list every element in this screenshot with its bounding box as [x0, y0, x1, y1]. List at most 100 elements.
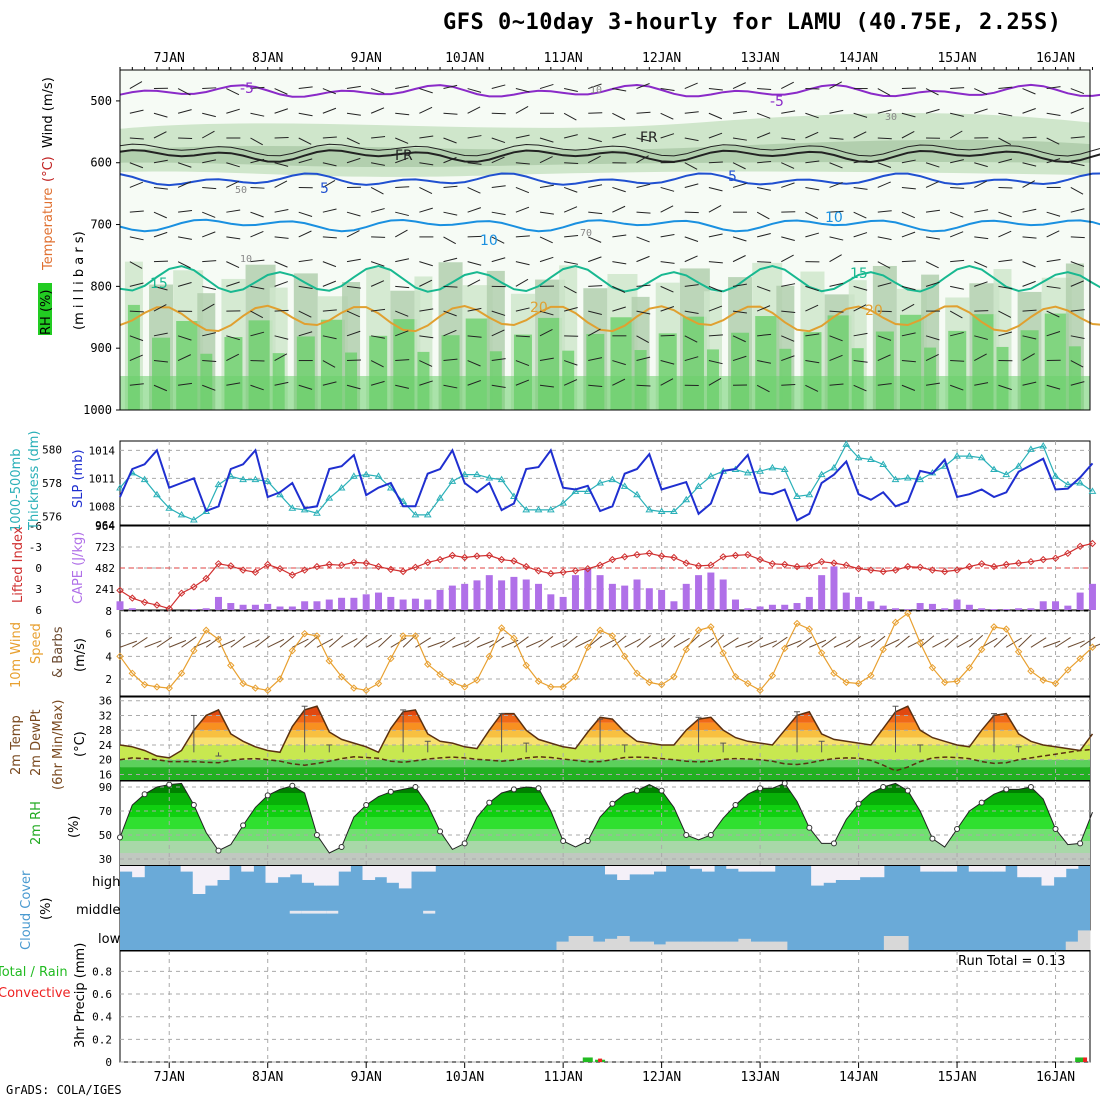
top-date-label: 10JAN	[445, 51, 484, 66]
wind-barb	[853, 232, 868, 238]
bottom-date-axis: 7JAN 8JAN 9JAN 10JAN 11JAN 12JAN 13JAN 14JAN 15J…	[154, 1062, 1075, 1085]
wind-barb	[443, 285, 458, 288]
thickness-point	[879, 460, 888, 468]
precip-total-bar	[582, 1057, 593, 1062]
rh2m-label: 2m RH	[29, 801, 44, 845]
wind-barb	[419, 106, 433, 114]
cloud-cover-panel	[120, 866, 1091, 950]
rh-band	[120, 817, 1090, 829]
wind-speed-point	[633, 669, 641, 678]
wind-barb	[564, 88, 578, 92]
precip-tick-label: 0.2	[92, 1033, 112, 1046]
wind-barb	[298, 211, 313, 217]
isotherm-10	[119, 218, 1100, 233]
wind-barb	[901, 130, 915, 139]
wind-barb	[588, 310, 602, 315]
wind-tick-label: 2	[105, 673, 112, 686]
wind-speed-point	[116, 652, 124, 661]
thickness-point	[793, 492, 801, 499]
wind-speed-point	[522, 661, 530, 670]
wind10-unit: (m/s)	[73, 638, 88, 672]
wind-barb	[226, 236, 241, 240]
wind-barb	[129, 162, 144, 169]
wind-speed-point	[411, 632, 420, 640]
wind-barb	[563, 285, 577, 294]
lifted-index-point	[781, 560, 789, 569]
wind-barb	[588, 137, 602, 143]
wind-barb	[443, 236, 456, 245]
cloud-middle-label: middle	[76, 903, 120, 918]
top-date-label: 16JAN	[1036, 51, 1075, 66]
thickness-point	[596, 479, 604, 486]
wind-barb	[274, 381, 289, 386]
cape-bar	[781, 604, 789, 610]
rh-point	[732, 802, 739, 808]
wind-barb	[346, 230, 360, 238]
wind-10m-barb	[624, 638, 641, 648]
cape-bar	[1015, 608, 1023, 610]
thickness-point	[657, 507, 666, 515]
rh-point	[1027, 784, 1034, 790]
wind-barb	[274, 353, 288, 361]
wind-barb	[395, 258, 410, 263]
cape-bar	[498, 580, 506, 610]
wind-barb	[395, 157, 409, 164]
lifted-index-point	[1064, 549, 1072, 558]
wind-10m-barb	[476, 640, 494, 648]
wind-barb	[612, 205, 626, 213]
wind-barb	[757, 161, 772, 164]
rh-point	[929, 835, 936, 842]
wind-barb	[1070, 261, 1085, 267]
wind-barb	[322, 162, 337, 167]
wind-10m-barb	[562, 635, 578, 648]
wind-barb	[757, 333, 772, 337]
thickness-point	[571, 487, 580, 494]
cloud-high-clear	[192, 866, 206, 894]
rh-point	[510, 786, 517, 793]
wind-10m-barb	[452, 640, 470, 648]
wind-barb	[153, 285, 168, 291]
lifted-index-point	[239, 566, 247, 574]
cloud-high-clear	[374, 866, 388, 878]
wind-speed-point	[842, 678, 850, 687]
wind-barb	[491, 236, 505, 244]
rh-point	[461, 840, 468, 847]
slp-line	[119, 448, 1094, 522]
precip-convective-bar	[1083, 1057, 1088, 1062]
wind-barb	[202, 360, 217, 363]
top-date-axis: 7JAN 8JAN 9JAN 10JAN 11JAN 12JAN 13JAN 14JAN 15J…	[119, 51, 1093, 70]
lifted-index-point	[1051, 554, 1060, 562]
wind-10m-barb	[956, 638, 974, 648]
wind-barb	[539, 384, 554, 388]
wind-speed-point	[584, 643, 592, 651]
lifted-index-point	[1014, 559, 1023, 567]
wind-barb	[419, 335, 434, 339]
wind-barb	[515, 379, 530, 386]
wind-barb	[612, 112, 626, 121]
wind-speed-point	[460, 683, 469, 691]
lifted-index-point	[645, 549, 654, 558]
lifted-index-point	[214, 560, 223, 568]
wind-10m-barb	[464, 636, 480, 648]
thickness-point	[177, 510, 186, 518]
wind-barb	[925, 335, 940, 341]
wind-barb	[660, 306, 675, 312]
cape-bar	[227, 603, 235, 610]
wind-barb	[515, 335, 530, 338]
wind-barb	[491, 310, 506, 316]
wind-speed-point	[1039, 676, 1047, 684]
wind-barb	[177, 354, 192, 361]
wind-speed-point	[547, 683, 555, 691]
wind-barb	[684, 310, 699, 315]
wind-barb	[250, 158, 265, 164]
thickness-point	[436, 494, 444, 501]
wind10-label-b: Speed	[29, 623, 44, 664]
wind-speed-point	[694, 626, 703, 634]
cape-bar	[978, 608, 986, 610]
wind-10m-barb	[722, 637, 739, 648]
cape-bar	[350, 597, 358, 610]
wind-barb	[564, 234, 579, 238]
wind-barb	[202, 211, 216, 218]
wind-barb	[925, 209, 940, 213]
wind-barb	[370, 360, 384, 368]
